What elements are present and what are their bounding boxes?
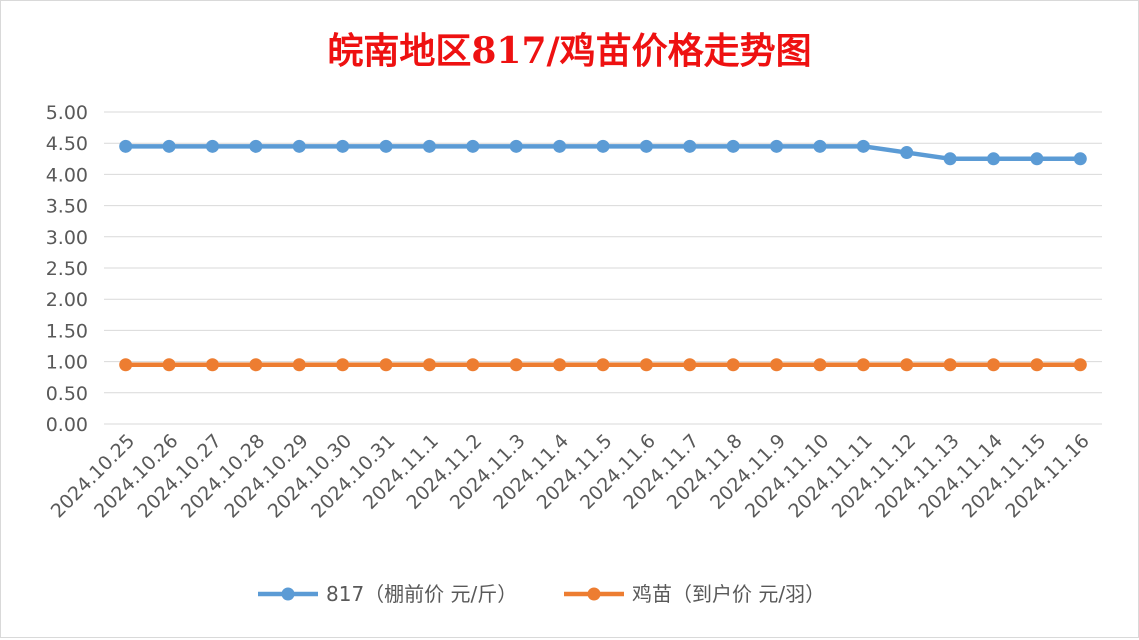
data-point-1 [292, 358, 306, 372]
data-point-0 [119, 139, 133, 153]
data-point-1 [683, 358, 697, 372]
data-point-0 [249, 139, 263, 153]
data-point-0 [856, 139, 870, 153]
data-point-0 [1073, 152, 1087, 166]
data-point-1 [1030, 358, 1044, 372]
y-tick-label: 2.50 [46, 258, 88, 280]
y-tick-label: 2.00 [46, 289, 88, 311]
data-point-0 [943, 152, 957, 166]
data-point-0 [683, 139, 697, 153]
data-point-1 [553, 358, 567, 372]
y-tick-label: 3.00 [46, 227, 88, 249]
data-point-1 [726, 358, 740, 372]
data-point-1 [856, 358, 870, 372]
data-point-0 [466, 139, 480, 153]
data-point-0 [770, 139, 784, 153]
data-point-1 [987, 358, 1001, 372]
data-point-0 [726, 139, 740, 153]
y-tick-label: 1.50 [46, 320, 88, 342]
data-point-0 [379, 139, 393, 153]
data-point-0 [422, 139, 436, 153]
data-point-0 [553, 139, 567, 153]
data-point-0 [292, 139, 306, 153]
data-point-1 [119, 358, 133, 372]
data-point-1 [162, 358, 176, 372]
data-point-0 [162, 139, 176, 153]
data-point-1 [336, 358, 350, 372]
data-point-1 [596, 358, 610, 372]
y-tick-label: 4.50 [46, 133, 88, 155]
data-point-0 [205, 139, 219, 153]
data-point-0 [813, 139, 827, 153]
data-point-0 [1030, 152, 1044, 166]
legend-label: 鸡苗（到户价 元/羽） [632, 582, 825, 606]
data-point-1 [249, 358, 263, 372]
data-point-1 [509, 358, 523, 372]
data-point-1 [770, 358, 784, 372]
data-point-0 [596, 139, 610, 153]
y-tick-label: 0.50 [46, 383, 88, 405]
data-point-0 [900, 146, 914, 160]
chart-title: 皖南地区817/鸡苗价格走势图 [327, 30, 812, 72]
y-tick-label: 3.50 [46, 196, 88, 218]
data-point-1 [813, 358, 827, 372]
data-point-0 [336, 139, 350, 153]
data-point-1 [900, 358, 914, 372]
y-tick-label: 1.00 [46, 352, 88, 374]
data-point-0 [639, 139, 653, 153]
y-tick-label: 5.00 [46, 102, 88, 124]
y-tick-label: 0.00 [46, 414, 88, 436]
data-point-0 [509, 139, 523, 153]
data-point-1 [205, 358, 219, 372]
y-tick-label: 4.00 [46, 164, 88, 186]
legend-marker [281, 587, 295, 601]
data-point-1 [422, 358, 436, 372]
data-point-1 [943, 358, 957, 372]
data-point-0 [987, 152, 1001, 166]
legend-marker [587, 587, 601, 601]
data-point-1 [1073, 358, 1087, 372]
data-point-1 [466, 358, 480, 372]
legend-label: 817（棚前价 元/斤） [326, 582, 517, 606]
data-point-1 [379, 358, 393, 372]
data-point-1 [639, 358, 653, 372]
